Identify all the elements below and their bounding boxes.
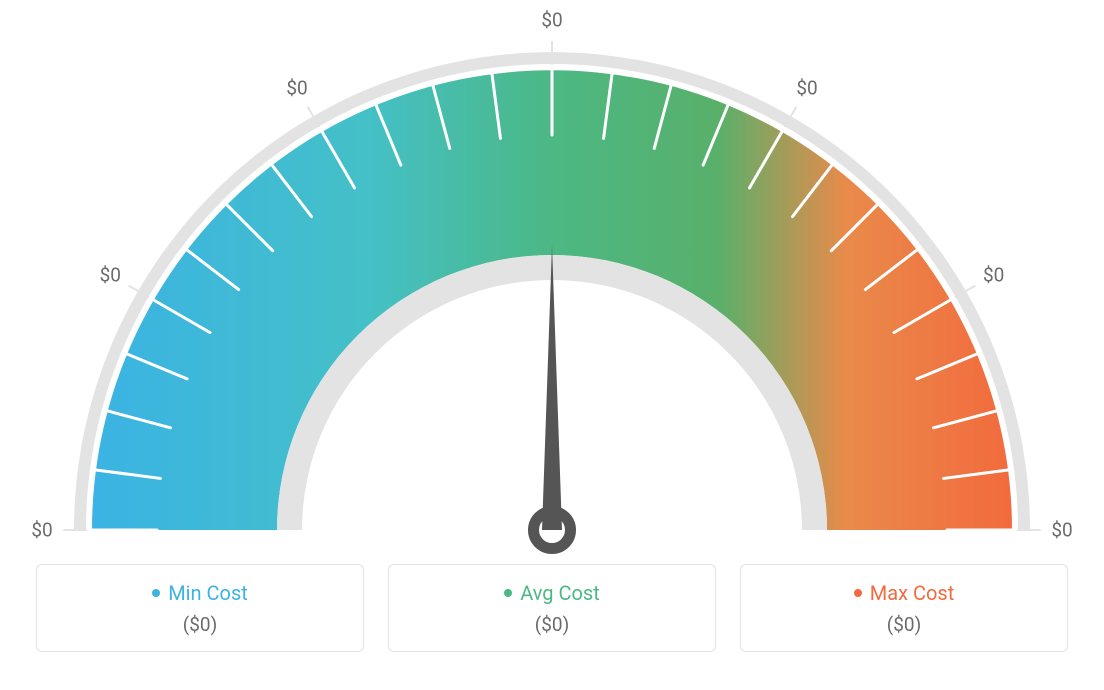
gauge-chart: $0 $0 $0 $0 $0 $0 $0: [0, 0, 1104, 560]
legend-card-max: Max Cost ($0): [740, 564, 1068, 652]
legend-label-min: Min Cost: [168, 581, 248, 605]
gauge-svg: [0, 0, 1104, 560]
legend-label-avg: Avg Cost: [520, 581, 600, 605]
gauge-tick-label: $0: [31, 519, 52, 542]
legend-value-min: ($0): [183, 613, 217, 636]
legend-top-max: Max Cost: [854, 581, 955, 605]
legend-card-avg: Avg Cost ($0): [388, 564, 716, 652]
legend-dot-max: [854, 589, 862, 597]
legend-card-min: Min Cost ($0): [36, 564, 364, 652]
legend-top-avg: Avg Cost: [504, 581, 600, 605]
legend-value-max: ($0): [887, 613, 921, 636]
legend-value-avg: ($0): [535, 613, 569, 636]
gauge-tick-label: $0: [100, 264, 121, 287]
legend-top-min: Min Cost: [152, 581, 248, 605]
gauge-tick-label: $0: [541, 9, 562, 32]
gauge-tick-label: $0: [1051, 519, 1072, 542]
gauge-tick-label: $0: [796, 77, 817, 100]
legend-label-max: Max Cost: [870, 581, 955, 605]
legend-row: Min Cost ($0) Avg Cost ($0) Max Cost ($0…: [0, 564, 1104, 652]
legend-dot-min: [152, 589, 160, 597]
legend-dot-avg: [504, 589, 512, 597]
gauge-tick-label: $0: [286, 77, 307, 100]
gauge-tick-label: $0: [983, 264, 1004, 287]
